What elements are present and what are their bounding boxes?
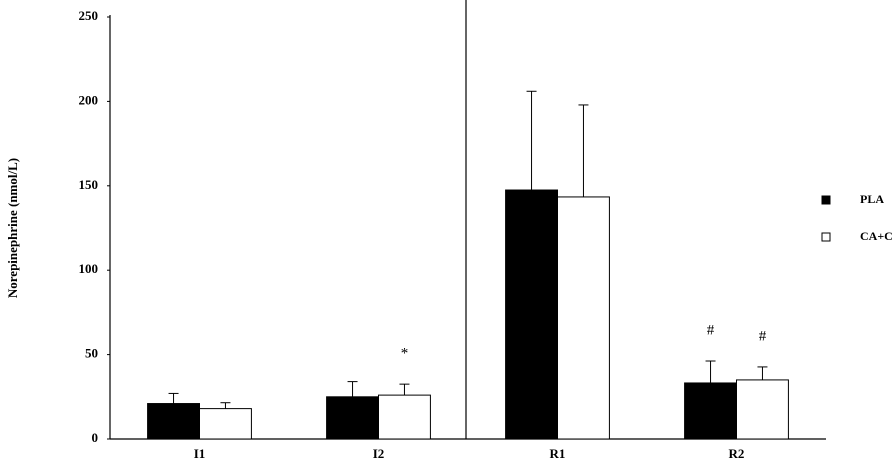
x-tick-label: I2 (373, 446, 385, 461)
bar (326, 396, 379, 440)
bar (557, 196, 610, 440)
y-axis-label: Norepinephrine (nmol/L) (5, 158, 20, 298)
x-tick-label: R2 (729, 446, 745, 461)
y-tick-label: 250 (79, 8, 99, 23)
y-tick-label: 200 (79, 92, 99, 107)
legend-swatch (821, 195, 831, 205)
bar (684, 382, 738, 440)
annotation: # (759, 328, 767, 344)
bar (199, 408, 252, 440)
y-tick-label: 0 (92, 430, 99, 445)
annotation: * (401, 346, 409, 362)
bar (378, 394, 431, 440)
legend-label: CA+C (860, 229, 893, 243)
legend-label: PLA (860, 192, 884, 206)
bar (505, 189, 558, 440)
bar (736, 379, 789, 440)
legend-swatch (821, 232, 831, 242)
y-tick-label: 50 (85, 346, 98, 361)
y-tick-label: 100 (79, 261, 99, 276)
bar (147, 403, 200, 440)
y-tick-label: 150 (79, 177, 99, 192)
x-tick-label: R1 (550, 446, 566, 461)
x-tick-label: I1 (194, 446, 206, 461)
annotation: # (707, 322, 715, 338)
